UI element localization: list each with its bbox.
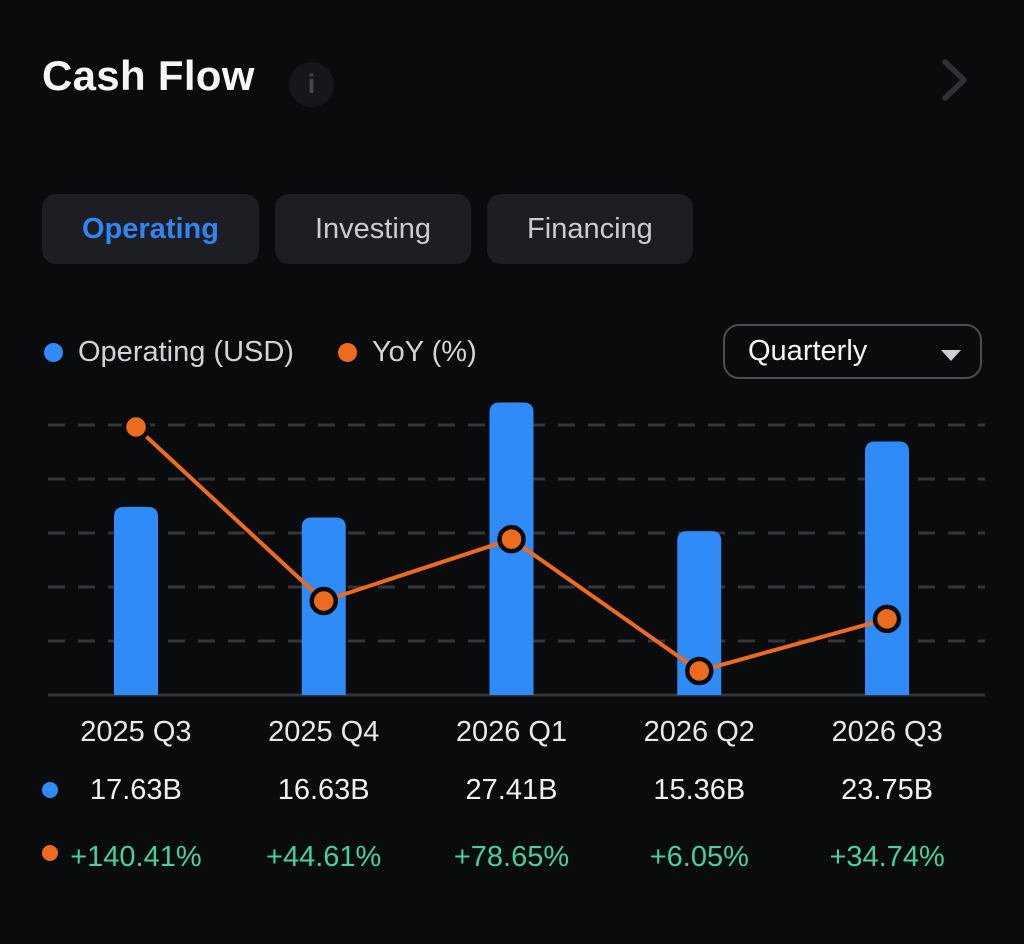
cash-flow-tabs: Operating Investing Financing bbox=[42, 194, 693, 264]
legend-item-yoy: YoY (%) bbox=[337, 335, 477, 369]
row-dot-blue-icon bbox=[42, 782, 58, 798]
legend-item-operating: Operating (USD) bbox=[44, 336, 294, 369]
bar-value: 16.63B bbox=[277, 773, 370, 806]
x-label: 2026 Q2 bbox=[643, 715, 755, 748]
yoy-value: +140.41% bbox=[70, 840, 202, 873]
info-icon[interactable]: i bbox=[289, 62, 334, 107]
x-label: 2026 Q1 bbox=[455, 715, 568, 748]
x-label: 2026 Q3 bbox=[831, 715, 943, 748]
tab-investing[interactable]: Investing bbox=[274, 194, 472, 264]
tab-financing[interactable]: Financing bbox=[487, 194, 693, 264]
yoy-marker-2025-q4[interactable] bbox=[309, 586, 338, 616]
row-dot-orange-icon bbox=[42, 845, 58, 861]
yoy-marker-2026-q2[interactable] bbox=[685, 656, 714, 686]
yoy-marker-2026-q1[interactable] bbox=[497, 524, 526, 554]
caret-down-icon bbox=[941, 350, 961, 361]
tab-operating[interactable]: Operating bbox=[42, 194, 259, 264]
bar-value: 23.75B bbox=[841, 773, 934, 806]
legend-dot-orange-icon bbox=[337, 342, 357, 362]
page-title: Cash Flow bbox=[42, 52, 255, 99]
bar-2025-q3[interactable] bbox=[114, 506, 158, 695]
x-axis-labels: 2025 Q3 2025 Q4 2026 Q1 2026 Q2 2026 Q3 bbox=[42, 710, 981, 754]
period-dropdown[interactable]: Quarterly bbox=[723, 324, 982, 379]
legend-dot-blue-icon bbox=[44, 342, 63, 362]
bar-2026-q3[interactable] bbox=[865, 441, 909, 695]
yoy-value: +78.65% bbox=[453, 840, 570, 873]
bar-2026-q2[interactable] bbox=[677, 531, 722, 695]
bar-value: 27.41B bbox=[465, 773, 558, 806]
operating-values-row: 17.63B 16.63B 27.41B 15.36B 23.75B bbox=[42, 768, 981, 812]
x-label: 2025 Q3 bbox=[80, 715, 192, 748]
x-label: 2025 Q4 bbox=[268, 715, 380, 748]
chart-legend: Operating (USD) YoY (%) bbox=[44, 333, 477, 371]
yoy-marker-2026-q3[interactable] bbox=[872, 604, 902, 634]
yoy-marker-2025-q3[interactable] bbox=[121, 412, 151, 442]
bar-value: 15.36B bbox=[653, 773, 746, 806]
period-dropdown-value: Quarterly bbox=[748, 335, 868, 367]
legend-label: YoY (%) bbox=[371, 335, 477, 368]
yoy-values-row: +140.41% +44.61% +78.65% +6.05% +34.74% bbox=[42, 835, 981, 879]
cash-flow-chart bbox=[48, 402, 985, 697]
yoy-value: +44.61% bbox=[266, 840, 382, 873]
yoy-value: +34.74% bbox=[829, 840, 945, 873]
legend-label: Operating (USD) bbox=[78, 335, 294, 368]
chevron-right-icon[interactable] bbox=[934, 54, 974, 111]
yoy-value: +6.05% bbox=[649, 840, 749, 873]
bar-value: 17.63B bbox=[89, 773, 182, 806]
